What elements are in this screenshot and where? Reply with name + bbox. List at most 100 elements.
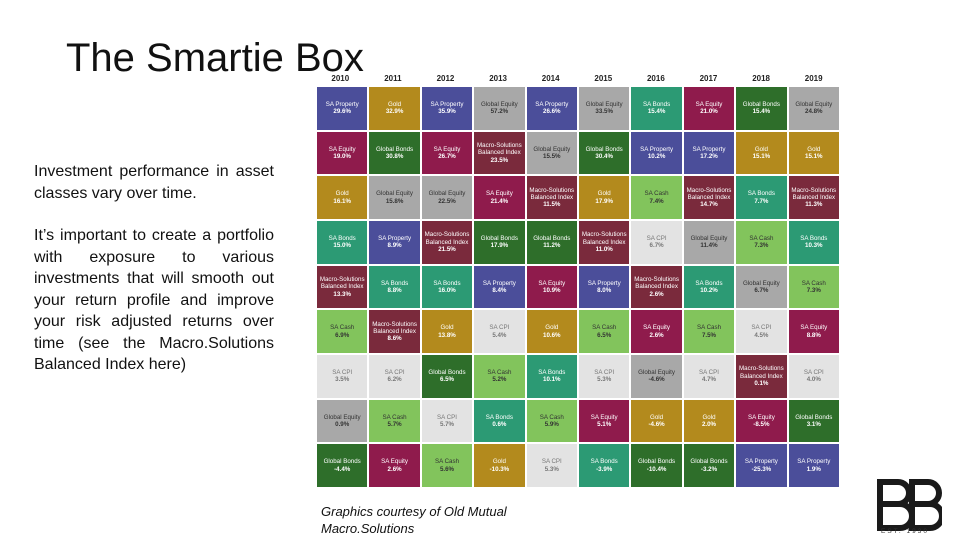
return-value: 6.9% — [335, 331, 350, 339]
asset-class-name: Macro-Solutions Balanced Index — [424, 231, 470, 246]
return-cell: Gold 15.1% — [787, 130, 840, 176]
year-header-row: 2010 2011 2012 2013 2014 2015 2016 2017 2018 2019 — [314, 74, 840, 86]
return-value: 2.6% — [649, 331, 664, 339]
asset-class-name: SA Property — [640, 145, 674, 153]
return-cell: SA Cash 6.9% — [316, 309, 369, 354]
asset-class-name: Macro-Solutions Balanced Index — [686, 186, 732, 201]
return-cell: Global Bonds 30.8% — [368, 130, 421, 176]
return-value: 3.1% — [806, 420, 821, 428]
return-cell: SA Bonds -3.9% — [578, 443, 631, 488]
asset-class-name: Global Equity — [585, 100, 623, 108]
return-value: 8.8% — [387, 286, 402, 294]
return-value: -3.9% — [596, 465, 613, 473]
return-value: 33.5% — [595, 108, 613, 116]
return-cell: SA Equity 5.1% — [578, 398, 631, 444]
return-value: 23.5% — [490, 156, 509, 164]
return-value: 21.5% — [438, 246, 456, 254]
return-value: -10.4% — [646, 465, 667, 473]
return-value: 8.6% — [387, 335, 402, 343]
asset-class-name: SA CPI — [751, 324, 772, 332]
asset-class-name: SA Equity — [800, 324, 828, 332]
return-cell: SA CPI 4.5% — [735, 309, 788, 354]
return-value: 4.0% — [806, 376, 821, 384]
return-value: -4.6% — [648, 376, 665, 384]
return-value: 16.0% — [438, 286, 456, 294]
return-cell: Gold 17.9% — [578, 175, 631, 220]
return-cell: Global Bonds -10.4% — [630, 443, 683, 488]
return-value: 15.0% — [333, 242, 351, 250]
return-cell: Macro-Solutions Balanced Index 21.5% — [420, 220, 474, 265]
return-cell: Macro-Solutions Balanced Index 11.0% — [578, 220, 631, 265]
credit-line-2: Macro.Solutions — [321, 521, 415, 536]
return-cell: Gold 16.1% — [316, 175, 369, 220]
return-value: 30.8% — [385, 152, 404, 160]
return-cell: SA Equity 10.9% — [525, 264, 578, 310]
asset-class-name: Global Equity — [638, 368, 675, 376]
return-cell: SA Property 8.4% — [473, 264, 526, 310]
asset-class-name: Gold — [335, 190, 349, 198]
return-cell: SA Bonds 16.0% — [420, 264, 474, 310]
return-cell: SA Cash 5.9% — [525, 398, 578, 444]
asset-class-name: Gold — [650, 413, 664, 421]
return-value: 10.1% — [543, 376, 561, 384]
asset-class-name: SA Property — [430, 100, 464, 108]
asset-class-name: SA Property — [325, 100, 359, 108]
return-cell: SA Equity 19.0% — [316, 130, 369, 176]
asset-class-name: Global Bonds — [585, 145, 623, 153]
return-cell: Macro-Solutions Balanced Index 0.1% — [735, 354, 788, 399]
asset-class-name: Macro-Solutions Balanced Index — [319, 275, 365, 291]
return-value: 32.9% — [385, 108, 404, 116]
asset-class-name: Global Bonds — [638, 458, 676, 466]
return-cell: SA Property 1.9% — [787, 443, 840, 488]
return-cell: SA CPI 5.7% — [420, 398, 474, 444]
return-value: 17.9% — [490, 242, 509, 250]
return-cell: SA Bonds 10.3% — [787, 220, 840, 265]
return-cell: Global Equity 0.9% — [316, 398, 369, 444]
asset-class-name: SA Property — [535, 100, 569, 108]
year-label: 2012 — [436, 74, 455, 83]
return-value: 10.2% — [647, 152, 666, 160]
return-cell: SA CPI 4.0% — [787, 354, 840, 399]
return-cell: SA CPI 5.3% — [525, 443, 578, 488]
return-value: 10.6% — [543, 331, 561, 339]
asset-class-name: Macro-Solutions Balanced Index — [372, 320, 417, 335]
return-value: 5.3% — [544, 465, 559, 473]
return-cell: Global Bonds -3.2% — [682, 443, 736, 488]
year-label: 2015 — [594, 74, 613, 83]
return-cell: SA CPI 3.5% — [316, 354, 369, 399]
return-cell: Global Bonds -4.4% — [316, 443, 369, 488]
year-label: 2013 — [489, 74, 507, 83]
return-value: 7.3% — [754, 242, 769, 250]
return-value: 21.4% — [490, 197, 509, 205]
return-value: 35.9% — [438, 108, 456, 116]
return-value: 30.4% — [595, 152, 613, 160]
asset-class-name: SA Property — [797, 458, 831, 466]
return-value: -25.3% — [751, 465, 772, 473]
logo-established-text: EST. 1930 — [881, 528, 929, 535]
asset-class-name: SA Cash — [539, 413, 564, 421]
return-cell: SA Cash 6.5% — [578, 309, 631, 354]
return-value: 17.2% — [700, 152, 718, 160]
asset-class-name: SA Equity — [590, 413, 618, 421]
return-value: 8.9% — [387, 242, 402, 250]
return-value: 13.3% — [333, 290, 351, 298]
return-value: 0.1% — [754, 380, 769, 388]
asset-class-name: Global Equity — [428, 190, 466, 198]
asset-class-name: SA Bonds — [328, 234, 356, 242]
return-value: 15.5% — [543, 152, 561, 160]
asset-class-name: Gold — [388, 100, 402, 108]
return-cell: Global Equity 15.5% — [525, 130, 578, 176]
return-cell: Global Equity 24.8% — [787, 86, 840, 131]
return-value: -4.4% — [334, 465, 351, 473]
asset-class-name: SA Bonds — [800, 234, 828, 242]
asset-class-name: SA Bonds — [538, 368, 566, 376]
asset-class-name: SA CPI — [803, 368, 824, 376]
return-value: 0.6% — [492, 420, 507, 428]
return-value: 11.2% — [543, 242, 561, 250]
return-cell: SA Equity 2.6% — [368, 443, 421, 488]
return-cell: SA Property -25.3% — [735, 443, 788, 488]
return-value: 6.7% — [649, 242, 664, 250]
return-cell: SA Equity 2.6% — [630, 309, 683, 354]
return-value: 5.6% — [439, 465, 455, 473]
return-cell: SA CPI 5.3% — [578, 354, 631, 399]
